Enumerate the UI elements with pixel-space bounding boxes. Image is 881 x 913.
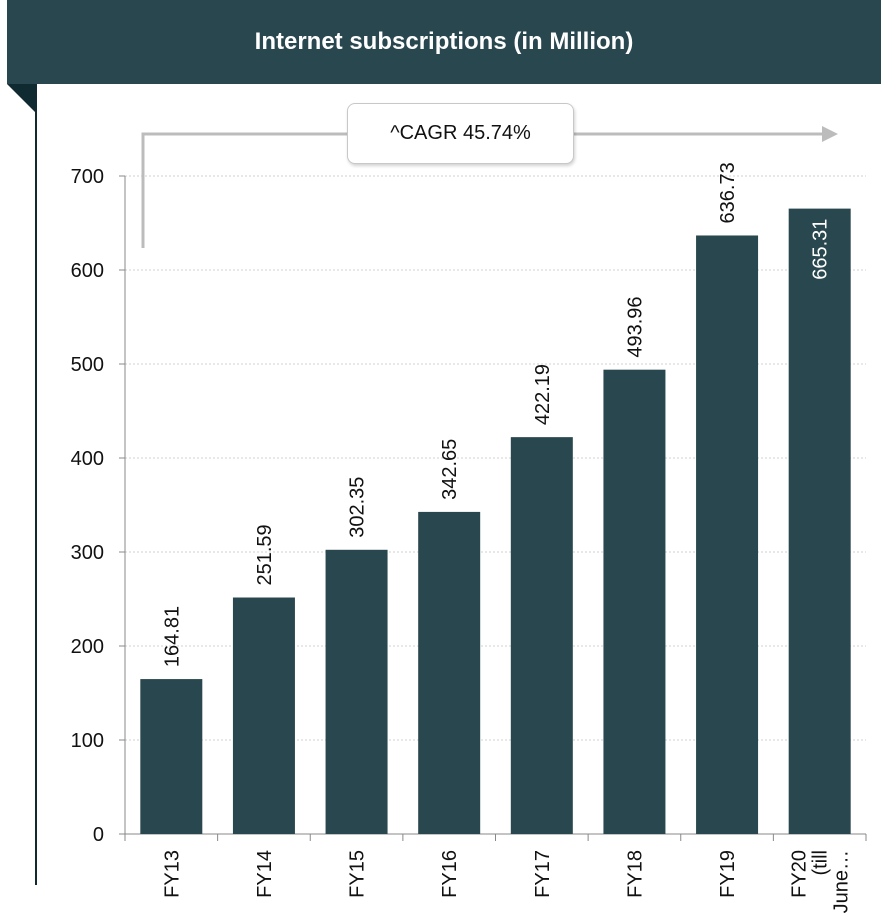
bar — [696, 235, 759, 834]
header-fold — [7, 84, 36, 113]
bar — [603, 369, 666, 834]
y-tick-label: 200 — [71, 636, 104, 658]
header-background — [7, 0, 881, 885]
x-tick-labels: FY13 FY14 FY15 FY16 FY17 FY18 FY19 FY20 (till Jun… — [161, 850, 852, 913]
x-tick-label: (till — [810, 850, 832, 876]
bars — [140, 208, 851, 835]
y-tick-label: 0 — [93, 824, 104, 846]
x-tick-label: FY20 — [789, 850, 811, 898]
x-tick-label: FY16 — [439, 850, 461, 898]
value-label: 422.19 — [532, 364, 554, 425]
value-labels: 164.81 251.59 302.35 342.65 422.19 493.96 636.… — [161, 162, 831, 667]
x-tick-label: FY17 — [532, 850, 554, 898]
x-tick-label: FY19 — [717, 850, 739, 898]
y-tick-label: 700 — [71, 166, 104, 188]
x-tick-label: FY14 — [254, 850, 276, 898]
value-label: 636.73 — [717, 162, 739, 223]
value-label: 342.65 — [439, 439, 461, 500]
y-tick-label: 500 — [71, 354, 104, 376]
y-tick-labels: 0 100 200 300 400 500 600 700 — [71, 166, 104, 846]
y-tick-label: 600 — [71, 260, 104, 282]
x-tick-label: June… — [831, 850, 853, 913]
cagr-annotation: ^CAGR 45.74% — [347, 103, 574, 164]
chart-title: Internet subscriptions (in Million) — [254, 28, 634, 55]
bar — [788, 208, 851, 835]
value-label: 164.81 — [161, 606, 183, 667]
bar — [140, 679, 203, 834]
cagr-arrow-line — [141, 132, 822, 248]
header-band — [7, 0, 881, 84]
cagr-arrow-head — [822, 126, 838, 142]
value-label: 665.31 — [810, 219, 832, 280]
bar — [418, 511, 481, 834]
x-tick-label: FY18 — [624, 850, 646, 898]
x-tick-label: FY15 — [347, 850, 369, 898]
value-label: 302.35 — [347, 477, 369, 538]
bar — [325, 549, 388, 834]
y-tick-label: 100 — [71, 730, 104, 752]
bar — [232, 597, 295, 834]
value-label: 493.96 — [624, 297, 646, 358]
y-tick-label: 300 — [71, 542, 104, 564]
x-tick-label: FY13 — [161, 850, 183, 898]
y-tick-label: 400 — [71, 448, 104, 470]
cagr-arrow — [141, 126, 838, 248]
value-label: 251.59 — [254, 524, 276, 585]
bar — [510, 437, 573, 834]
